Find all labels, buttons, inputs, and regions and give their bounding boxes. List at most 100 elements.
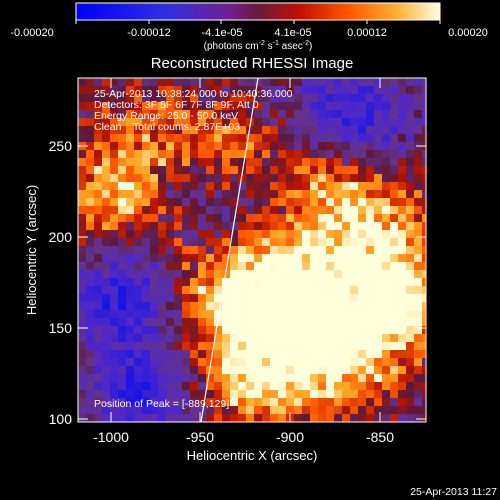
heatmap-cell: [374, 78, 383, 87]
heatmap-cell: [198, 390, 207, 399]
heatmap-cell: [214, 78, 223, 87]
heatmap-cell: [78, 262, 87, 271]
heatmap-cell: [398, 110, 407, 119]
heatmap-cell: [334, 142, 343, 151]
heatmap-cell: [310, 310, 319, 319]
heatmap-cell: [286, 286, 295, 295]
heatmap-cell: [310, 214, 319, 223]
heatmap-cell: [286, 270, 295, 279]
heatmap-cell: [214, 182, 223, 191]
heatmap-cell: [286, 222, 295, 231]
heatmap-cell: [110, 414, 119, 422]
heatmap-cell: [302, 278, 311, 287]
heatmap-cell: [118, 342, 127, 351]
heatmap-cell: [174, 230, 183, 239]
heatmap-cell: [134, 398, 143, 407]
heatmap-cell: [190, 294, 199, 303]
heatmap-cell: [182, 94, 191, 103]
heatmap-cell: [398, 78, 407, 87]
y-tick-label: 250: [49, 138, 73, 154]
heatmap-cell: [414, 406, 423, 415]
heatmap-cell: [166, 398, 175, 407]
heatmap-cell: [206, 158, 215, 167]
heatmap-cell: [382, 134, 391, 143]
heatmap-cell: [270, 334, 279, 343]
heatmap-cell: [94, 254, 103, 263]
heatmap-cell: [334, 198, 343, 207]
heatmap-cell: [134, 158, 143, 167]
heatmap-cell: [118, 86, 127, 95]
heatmap-cell: [78, 78, 87, 87]
colorbar-tick: 0.00020: [448, 27, 488, 39]
heatmap-cell: [318, 382, 327, 391]
heatmap-cell: [150, 214, 159, 223]
heatmap-cell: [134, 238, 143, 247]
heatmap-cell: [398, 190, 407, 199]
heatmap-cell: [350, 286, 359, 295]
heatmap-cell: [262, 78, 271, 87]
heatmap-cell: [222, 270, 231, 279]
heatmap-cell: [86, 270, 95, 279]
heatmap-cell: [158, 110, 167, 119]
heatmap-cell: [334, 158, 343, 167]
heatmap-cell: [158, 158, 167, 167]
heatmap-cell: [278, 414, 287, 422]
heatmap-cell: [78, 358, 87, 367]
heatmap-cell: [158, 278, 167, 287]
heatmap-cell: [254, 206, 263, 215]
heatmap-cell: [166, 222, 175, 231]
heatmap-cell: [270, 294, 279, 303]
heatmap-cell: [342, 206, 351, 215]
heatmap-cell: [166, 158, 175, 167]
heatmap-cell: [326, 358, 335, 367]
heatmap-cell: [390, 286, 399, 295]
heatmap-cell: [366, 150, 375, 159]
heatmap-cell: [174, 214, 183, 223]
heatmap-cell: [294, 78, 303, 87]
heatmap-cell: [326, 262, 335, 271]
heatmap-cell: [390, 86, 399, 95]
heatmap-cell: [286, 230, 295, 239]
heatmap-cell: [382, 142, 391, 151]
heatmap-cell: [118, 238, 127, 247]
heatmap-cell: [422, 414, 426, 422]
heatmap-cell: [78, 318, 87, 327]
heatmap-cell: [422, 174, 426, 183]
heatmap-cell: [150, 110, 159, 119]
heatmap-cell: [134, 206, 143, 215]
heatmap-cell: [406, 190, 415, 199]
heatmap-cell: [110, 174, 119, 183]
heatmap-cell: [190, 206, 199, 215]
heatmap-cell: [190, 142, 199, 151]
heatmap-cell: [198, 190, 207, 199]
heatmap-cell: [302, 126, 311, 135]
heatmap-cell: [390, 102, 399, 111]
heatmap-cell: [382, 414, 391, 422]
heatmap-cell: [126, 414, 135, 422]
heatmap-cell: [278, 166, 287, 175]
heatmap-cell: [174, 134, 183, 143]
heatmap-cell: [110, 110, 119, 119]
heatmap-cell: [350, 222, 359, 231]
heatmap-cell: [342, 222, 351, 231]
heatmap-cell: [366, 286, 375, 295]
heatmap-cell: [382, 382, 391, 391]
heatmap-cell: [86, 262, 95, 271]
heatmap-cell: [86, 358, 95, 367]
heatmap-cell: [326, 134, 335, 143]
heatmap-cell: [278, 366, 287, 375]
heatmap-cell: [366, 158, 375, 167]
heatmap-cell: [222, 286, 231, 295]
heatmap-cell: [326, 214, 335, 223]
heatmap-cell: [190, 238, 199, 247]
heatmap-cell: [358, 182, 367, 191]
heatmap-cell: [110, 198, 119, 207]
heatmap-cell: [126, 262, 135, 271]
heatmap-cell: [294, 350, 303, 359]
heatmap-cell: [150, 134, 159, 143]
heatmap-cell: [390, 230, 399, 239]
heatmap-cell: [390, 302, 399, 311]
heatmap-cell: [150, 350, 159, 359]
heatmap-cell: [214, 198, 223, 207]
heatmap-cell: [390, 182, 399, 191]
